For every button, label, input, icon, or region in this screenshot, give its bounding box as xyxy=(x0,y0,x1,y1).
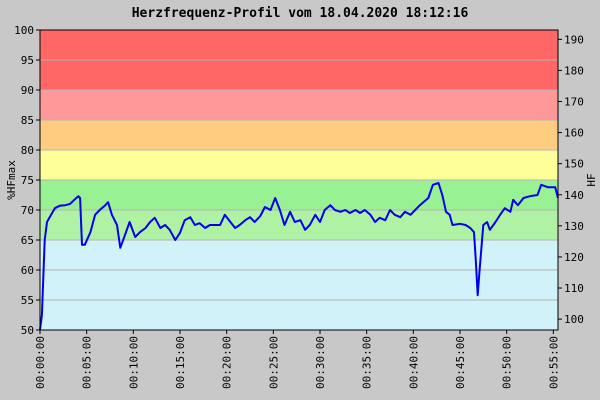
y-tick-label: 90 xyxy=(21,84,34,97)
y2-tick-label: 110 xyxy=(564,282,584,295)
zone-band xyxy=(40,150,558,180)
y-tick-label: 60 xyxy=(21,264,34,277)
plot-border xyxy=(39,29,559,331)
x-tick-label: 00:05:00 xyxy=(81,336,94,389)
x-tick-label: 00:25:00 xyxy=(267,336,280,389)
y-tick-label: 50 xyxy=(21,324,34,337)
y2-tick-label: 130 xyxy=(564,220,584,233)
x-tick-label: 00:20:00 xyxy=(221,336,234,389)
zone-band xyxy=(40,180,558,210)
y-axis-label: %HFmax xyxy=(5,160,18,200)
zone-band xyxy=(40,120,558,150)
zone-band xyxy=(40,90,558,120)
y-tick-label: 70 xyxy=(21,204,34,217)
y2-tick-label: 100 xyxy=(564,313,584,326)
x-tick-label: 00:30:00 xyxy=(314,336,327,389)
x-tick-label: 00:45:00 xyxy=(454,336,467,389)
y-tick-label: 95 xyxy=(21,54,34,67)
y2-tick-label: 170 xyxy=(564,96,584,109)
y-tick-label: 75 xyxy=(21,174,34,187)
y-tick-label: 100 xyxy=(14,24,34,37)
y2-tick-label: 120 xyxy=(564,251,584,264)
x-tick-label: 00:50:00 xyxy=(501,336,514,389)
x-tick-label: 00:35:00 xyxy=(361,336,374,389)
y-tick-label: 55 xyxy=(21,294,34,307)
x-tick-label: 00:15:00 xyxy=(174,336,187,389)
y2-tick-label: 180 xyxy=(564,64,584,77)
zone-band xyxy=(40,210,558,240)
y-tick-label: 80 xyxy=(21,144,34,157)
y-tick-label: 85 xyxy=(21,114,34,127)
x-tick-label: 00:55:00 xyxy=(547,336,560,389)
y2-tick-label: 140 xyxy=(564,189,584,202)
x-tick-label: 00:10:00 xyxy=(127,336,140,389)
hr-line xyxy=(39,182,559,331)
zone-band xyxy=(40,240,558,330)
y2-tick-label: 150 xyxy=(564,158,584,171)
y2-axis-label: HF xyxy=(585,173,598,186)
x-tick-label: 00:40:00 xyxy=(407,336,420,389)
y2-tick-label: 190 xyxy=(564,33,584,46)
y-tick-label: 65 xyxy=(21,234,34,247)
chart-title: Herzfrequenz-Profil vom 18.04.2020 18:12… xyxy=(132,6,469,21)
x-tick-label: 00:00:00 xyxy=(34,336,47,389)
y2-tick-label: 160 xyxy=(564,127,584,140)
